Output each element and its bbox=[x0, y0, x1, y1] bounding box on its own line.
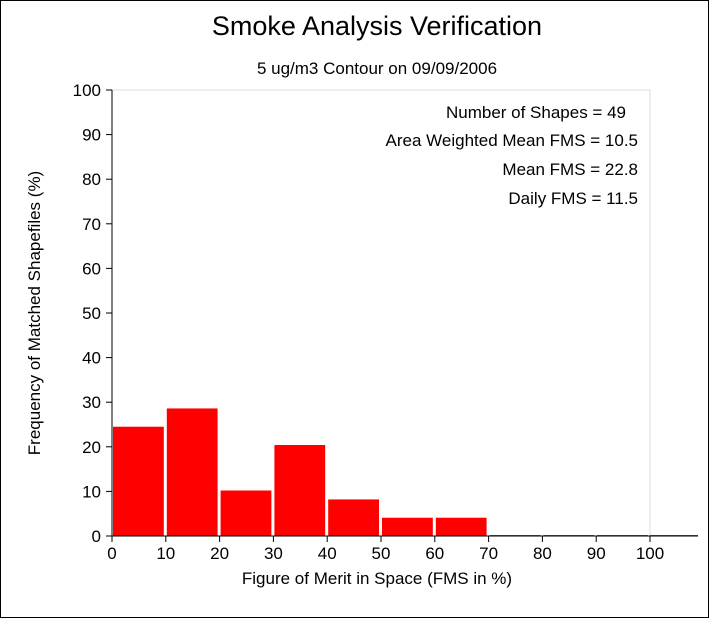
histogram-bar bbox=[328, 499, 379, 536]
stat-daily-fms: Daily FMS = 11.5 bbox=[508, 189, 638, 208]
x-axis-label: Figure of Merit in Space (FMS in %) bbox=[242, 569, 512, 588]
y-tick-label: 20 bbox=[82, 438, 101, 457]
x-tick-label: 40 bbox=[318, 544, 337, 563]
y-tick-label: 0 bbox=[92, 527, 101, 546]
y-ticks-group: 0 10 20 30 40 50 60 70 80 90 100 bbox=[73, 81, 112, 546]
x-tick-label: 60 bbox=[425, 544, 444, 563]
bars-group bbox=[113, 408, 698, 536]
histogram-bar bbox=[220, 490, 272, 536]
y-tick-label: 80 bbox=[82, 170, 101, 189]
histogram-bar bbox=[382, 517, 433, 536]
x-tick-label: 20 bbox=[210, 544, 229, 563]
chart-subtitle: 5 ug/m3 Contour on 09/09/2006 bbox=[257, 59, 497, 78]
stat-mean-fms: Mean FMS = 22.8 bbox=[502, 160, 638, 179]
x-ticks-group: 0 10 20 30 40 50 60 70 80 90 100 bbox=[107, 536, 664, 563]
chart-title: Smoke Analysis Verification bbox=[212, 11, 542, 41]
y-tick-label: 40 bbox=[82, 349, 101, 368]
x-tick-label: 70 bbox=[479, 544, 498, 563]
x-tick-label: 100 bbox=[636, 544, 664, 563]
y-tick-label: 50 bbox=[82, 304, 101, 323]
y-axis-label: Frequency of Matched Shapefiles (%) bbox=[25, 171, 44, 455]
x-tick-label: 90 bbox=[587, 544, 606, 563]
x-tick-label: 30 bbox=[264, 544, 283, 563]
y-tick-label: 90 bbox=[82, 126, 101, 145]
x-tick-label: 50 bbox=[372, 544, 391, 563]
y-tick-label: 30 bbox=[82, 393, 101, 412]
x-tick-label: 0 bbox=[107, 544, 116, 563]
y-tick-label: 60 bbox=[82, 259, 101, 278]
histogram-bar bbox=[113, 426, 164, 536]
y-tick-label: 10 bbox=[82, 482, 101, 501]
y-tick-label: 70 bbox=[82, 215, 101, 234]
histogram-bar bbox=[274, 445, 326, 536]
histogram-bar bbox=[435, 517, 487, 536]
y-tick-label: 100 bbox=[73, 81, 101, 100]
stat-area-weighted-mean-fms: Area Weighted Mean FMS = 10.5 bbox=[386, 131, 638, 150]
stat-number-of-shapes: Number of Shapes = 49 bbox=[446, 103, 626, 122]
x-tick-label: 10 bbox=[156, 544, 175, 563]
x-tick-label: 80 bbox=[533, 544, 552, 563]
histogram-bar bbox=[166, 408, 218, 536]
